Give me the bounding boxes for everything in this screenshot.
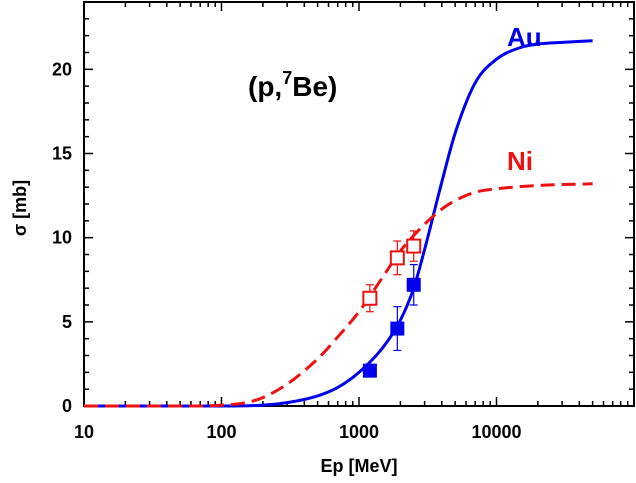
data-point-au xyxy=(390,321,405,336)
curve-ni xyxy=(84,182,593,408)
reaction-suffix: Be) xyxy=(292,71,337,102)
tick-labels: 10 100 1000 10000 0 5 10 15 20 xyxy=(52,59,522,442)
plot-frame xyxy=(83,1,635,407)
x-tick-label: 1000 xyxy=(339,422,379,442)
y-axis-ticks xyxy=(84,1,634,407)
x-tick-label: 10 xyxy=(74,422,94,442)
reaction-label: (p,7Be) xyxy=(248,68,337,102)
series-label-ni: Ni xyxy=(507,146,533,176)
data-point-au xyxy=(362,363,377,378)
data-point-au xyxy=(406,277,421,292)
reaction-superscript: 7 xyxy=(282,68,292,88)
data-points xyxy=(362,230,422,378)
series-label-au: Au xyxy=(507,22,542,52)
y-tick-label: 10 xyxy=(52,228,72,248)
y-axis-title: σ [mb] xyxy=(10,180,30,236)
x-tick-label: 10000 xyxy=(471,422,521,442)
y-tick-label: 20 xyxy=(52,59,72,79)
y-tick-label: 0 xyxy=(62,396,72,416)
curves xyxy=(84,39,593,408)
x-tick-label: 100 xyxy=(206,422,236,442)
data-point-ni xyxy=(362,290,378,306)
y-tick-label: 15 xyxy=(52,144,72,164)
curve-au xyxy=(84,39,593,408)
data-point-ni xyxy=(389,250,405,266)
plot-border xyxy=(83,1,635,407)
data-point-ni xyxy=(406,238,422,254)
y-tick-label: 5 xyxy=(62,312,72,332)
reaction-prefix: (p, xyxy=(248,71,282,102)
x-axis-ticks xyxy=(83,2,629,406)
x-axis-title: Ep [MeV] xyxy=(320,456,397,476)
